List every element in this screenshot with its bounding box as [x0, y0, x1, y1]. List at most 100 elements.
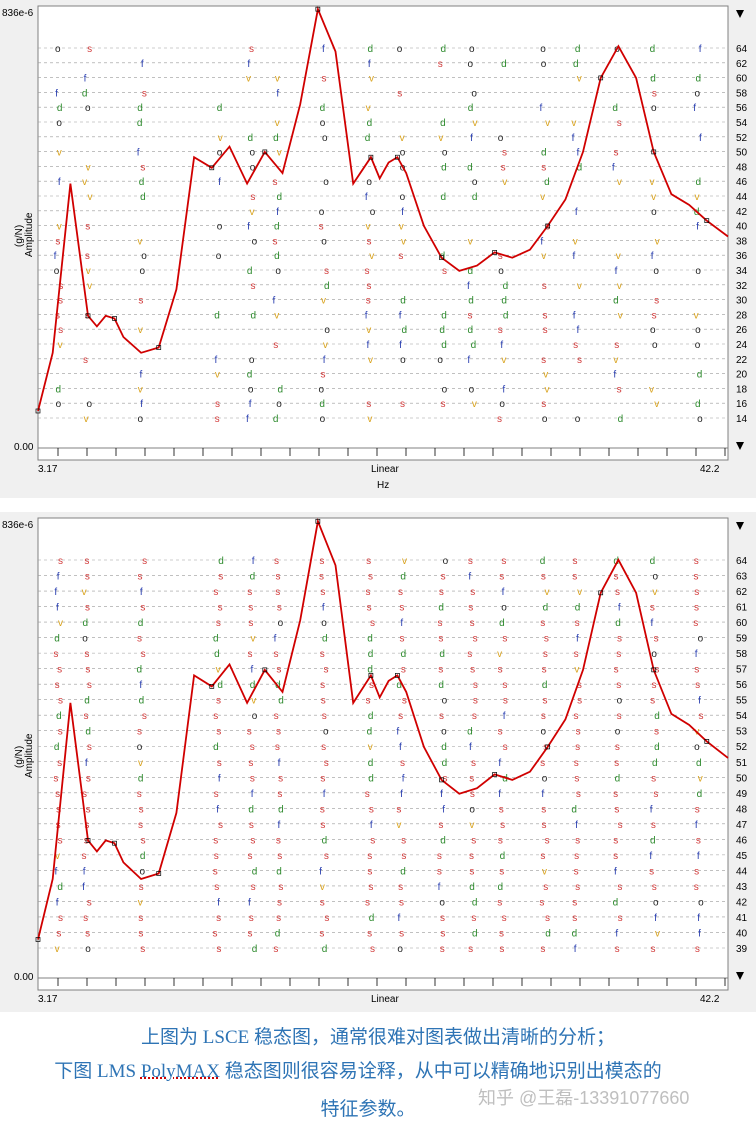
order-tick-label: 45	[736, 851, 748, 862]
stability-symbol: f	[696, 222, 699, 233]
stability-symbol: d	[319, 399, 325, 410]
stability-symbol: o	[85, 103, 91, 114]
stability-symbol: o	[471, 88, 477, 99]
stability-symbol: v	[86, 266, 91, 277]
stability-symbol: v	[55, 944, 60, 955]
stability-symbol: s	[501, 162, 506, 173]
stability-symbol: s	[85, 251, 90, 262]
stability-symbol: f	[576, 634, 579, 645]
stability-symbol: v	[401, 236, 406, 247]
stability-symbol: f	[502, 587, 505, 598]
frf-point-marker	[368, 154, 374, 160]
stability-symbol: d	[365, 133, 371, 144]
stability-symbol: d	[367, 665, 373, 676]
stability-symbol: d	[217, 103, 223, 114]
order-tick-label: 51	[736, 758, 748, 769]
stability-symbol: s	[615, 587, 620, 598]
stability-symbol: s	[58, 913, 63, 924]
stability-symbol: v	[400, 133, 405, 144]
stability-symbol: v	[649, 384, 654, 395]
x-right-label: 42.2	[700, 994, 720, 1005]
stability-symbol: v	[545, 587, 550, 598]
stability-symbol: f	[577, 325, 580, 336]
stability-symbol: o	[651, 649, 657, 660]
order-tick-label: 60	[736, 74, 748, 85]
stability-symbol: s	[56, 804, 61, 815]
stability-symbol: s	[650, 603, 655, 614]
stability-symbol: s	[367, 603, 372, 614]
stability-symbol: v	[399, 222, 404, 233]
stability-symbol: d	[613, 556, 619, 567]
stability-symbol: s	[401, 665, 406, 676]
stability-symbol: f	[54, 866, 57, 877]
stability-symbol: o	[697, 414, 703, 425]
stability-symbol: d	[575, 44, 581, 55]
stability-symbol: f	[468, 572, 471, 583]
stability-symbol: d	[139, 696, 145, 707]
stability-symbol: s	[694, 587, 699, 598]
stability-symbol: s	[499, 928, 504, 939]
stability-symbol: s	[370, 944, 375, 955]
stability-symbol: f	[574, 944, 577, 955]
stability-symbol: v	[137, 236, 142, 247]
stability-symbol: s	[138, 820, 143, 831]
stability-symbol: s	[319, 572, 324, 583]
stability-symbol: f	[575, 207, 578, 218]
stability-symbol: v	[651, 192, 656, 203]
stability-symbol: v	[573, 236, 578, 247]
stability-symbol: d	[695, 177, 701, 188]
stability-symbol: o	[575, 414, 581, 425]
lsce-stabilization-chart: 836e-6 0.00 (g/N) Amplitude 64 62 60 58 56 54 52 50…	[2, 5, 748, 491]
stability-symbol: f	[615, 928, 618, 939]
stability-symbol: d	[469, 882, 475, 893]
stability-symbol: s	[366, 281, 371, 292]
stability-symbol: d	[248, 804, 254, 815]
stability-symbol: s	[617, 882, 622, 893]
stability-symbol: s	[498, 251, 503, 262]
stability-symbol: d	[544, 177, 550, 188]
stability-symbol: d	[85, 727, 91, 738]
stability-symbol: s	[218, 820, 223, 831]
stability-symbol: v	[694, 310, 699, 321]
stability-symbol: s	[321, 742, 326, 753]
stability-symbol: f	[698, 696, 701, 707]
stability-symbol: f	[140, 399, 143, 410]
stability-symbol: v	[86, 162, 91, 173]
stability-symbol: f	[575, 820, 578, 831]
stability-symbol: s	[473, 634, 478, 645]
stability-symbol: o	[55, 44, 61, 55]
stability-symbol: s	[574, 851, 579, 862]
stability-symbol: f	[55, 88, 58, 99]
stability-symbol: d	[615, 773, 621, 784]
stability-symbol: d	[499, 618, 505, 629]
stability-symbol: s	[694, 572, 699, 583]
stability-symbol: f	[396, 727, 399, 738]
x-axis-label: Hz	[377, 480, 389, 491]
order-tick-label: 49	[736, 789, 748, 800]
stability-symbol: v	[251, 696, 256, 707]
stability-symbol: s	[369, 804, 374, 815]
stability-symbol: v	[473, 118, 478, 129]
order-tick-label: 46	[736, 835, 748, 846]
stability-symbol: f	[440, 789, 443, 800]
stability-symbol: v	[58, 340, 63, 351]
stability-symbol: s	[58, 727, 63, 738]
order-tick-label: 22	[736, 355, 748, 366]
stability-symbol: s	[324, 851, 329, 862]
stability-symbol: s	[396, 804, 401, 815]
stability-symbol: d	[441, 44, 447, 55]
stability-symbol: f	[247, 222, 250, 233]
stability-symbol: o	[443, 556, 449, 567]
stability-symbol: d	[56, 711, 62, 722]
caption-polymax-link[interactable]: PolyMAX	[140, 1061, 220, 1082]
y-axis-label-text: Amplitude	[24, 212, 35, 257]
stability-symbol: f	[218, 773, 221, 784]
order-tick-label: 56	[736, 680, 748, 691]
stability-symbol: v	[618, 310, 623, 321]
stability-symbol: v	[216, 665, 221, 676]
stability-symbol: s	[87, 897, 92, 908]
stability-symbol: d	[396, 680, 402, 691]
stability-symbol: s	[652, 88, 657, 99]
stability-symbol: f	[438, 882, 441, 893]
stability-symbol: s	[83, 711, 88, 722]
